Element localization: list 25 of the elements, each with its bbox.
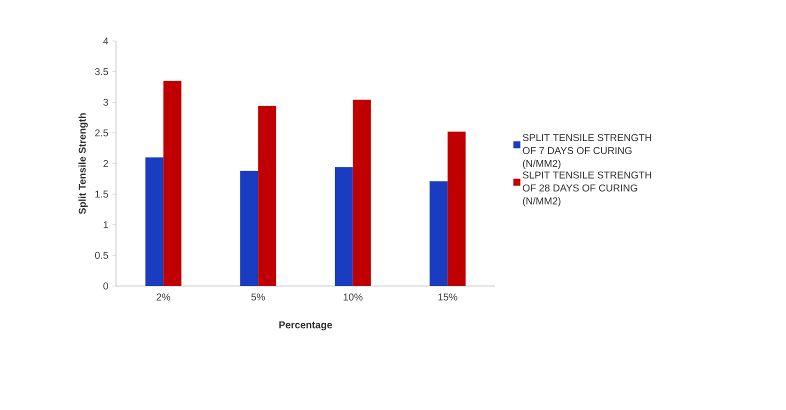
y-tick-label: 2 [103,160,108,167]
x-tick-label: 10% [344,294,363,301]
y-tick-label: 3 [103,98,108,106]
bar [430,181,448,286]
bar [352,100,371,286]
y-tick-label: 3.5 [95,68,108,76]
y-tick-label: 1 [104,221,108,228]
y-tick-label: 2.5 [95,129,108,136]
x-axis-title: Percentage [279,321,332,330]
y-tick-label: 4 [103,38,108,44]
y-tick-label: 1.5 [95,190,108,198]
bar [448,132,466,286]
legend-label: SLPIT TENSILE STRENGTH OF 28 DAYS OF CURING (N/MM2) [522,171,652,206]
bar [240,170,258,286]
bar [163,80,182,286]
bar [258,106,276,286]
bar [145,157,164,286]
x-tick-label: 5% [251,294,265,301]
y-tick-label: 0.5 [95,252,108,259]
x-tick-label: 15% [438,294,458,301]
x-tick-label: 2% [156,294,170,301]
legend-label: SPLIT TENSILE STRENGTH OF 7 DAYS OF CURING (N/MM2) [522,134,652,169]
bar [334,167,353,286]
y-axis-title: Split Tensile Strength [78,113,88,214]
y-tick-label: 0 [103,282,108,290]
